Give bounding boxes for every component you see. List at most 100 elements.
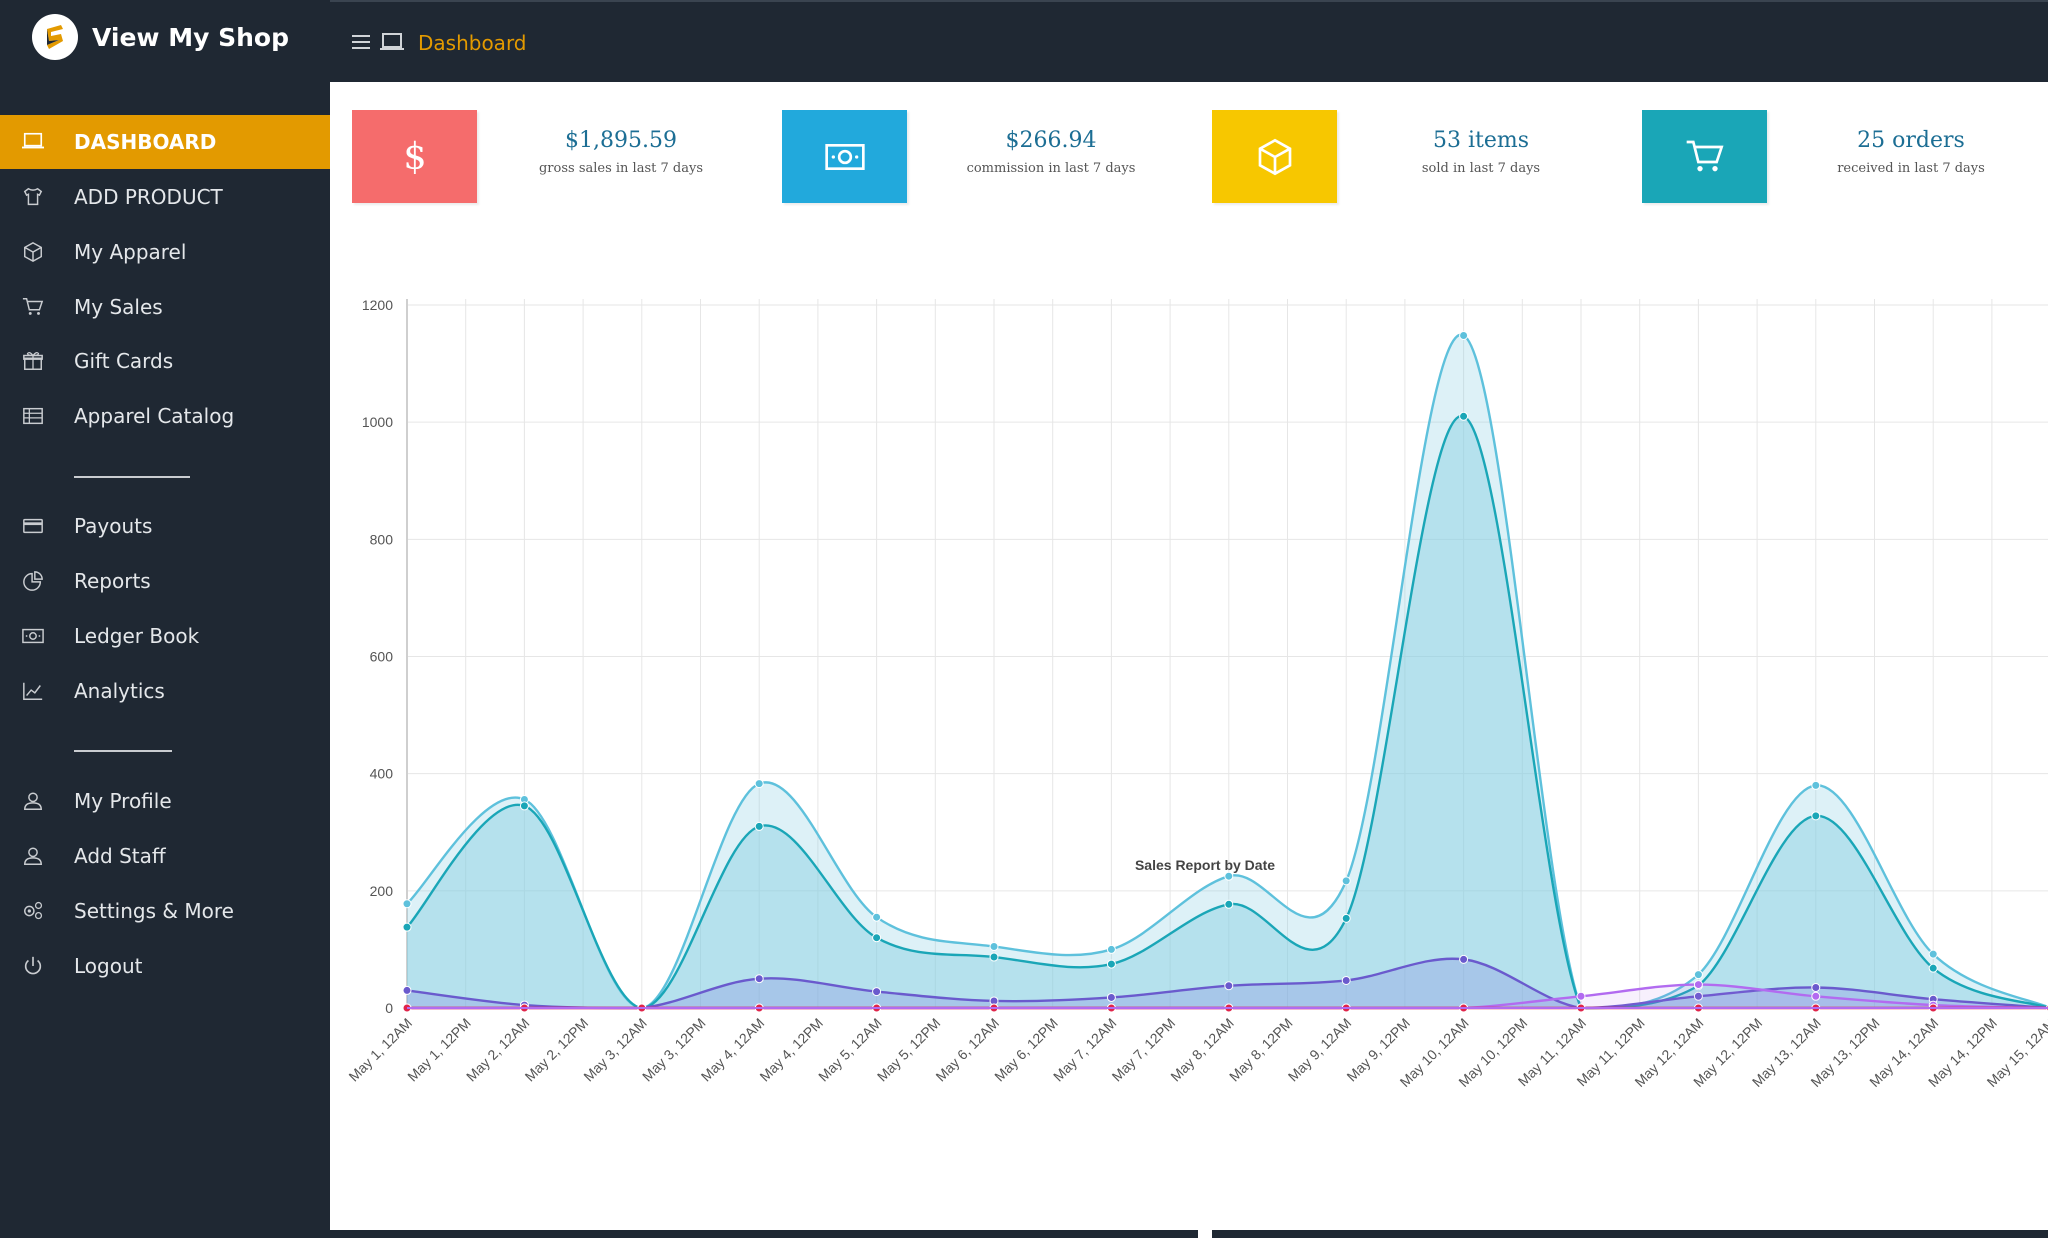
hamburger-menu-icon[interactable] xyxy=(352,34,370,50)
stat-value: 25 orders xyxy=(1857,128,1965,153)
data-point xyxy=(754,821,764,831)
data-point xyxy=(1341,913,1351,923)
user-icon xyxy=(22,790,46,812)
data-point xyxy=(989,941,999,951)
sidebar-item-my-apparel[interactable]: My Apparel xyxy=(0,225,330,279)
money-icon xyxy=(22,625,46,647)
sidebar-item-ledger-book[interactable]: Ledger Book xyxy=(0,609,330,663)
credit-card-icon xyxy=(22,515,46,537)
box-icon xyxy=(22,241,46,263)
stat-label: commission in last 7 days xyxy=(966,161,1136,176)
sidebar-item-label: Ledger Book xyxy=(74,624,200,648)
sidebar-item-label: ADD PRODUCT xyxy=(74,185,223,209)
data-point xyxy=(989,952,999,962)
laptop-icon xyxy=(380,33,404,50)
data-point xyxy=(402,922,412,932)
sidebar-item-my-sales[interactable]: My Sales xyxy=(0,280,330,334)
data-point xyxy=(872,912,882,922)
data-point xyxy=(1459,411,1469,421)
panel-top-edge xyxy=(1212,1230,2048,1238)
logo-icon xyxy=(32,14,78,60)
sidebar-item-reports[interactable]: Reports xyxy=(0,554,330,608)
sidebar-item-label: My Apparel xyxy=(74,240,187,264)
app-title: View My Shop xyxy=(92,22,289,52)
pie-chart-icon xyxy=(22,570,46,592)
series-area xyxy=(407,335,2048,1008)
data-point xyxy=(754,779,764,789)
sidebar-item-dashboard[interactable]: DASHBOARD xyxy=(0,115,330,169)
cart-icon xyxy=(22,296,46,318)
data-point xyxy=(1811,811,1821,821)
sidebar-item-label: Gift Cards xyxy=(74,349,174,373)
sidebar-item-add-product[interactable]: ADD PRODUCT xyxy=(0,170,330,224)
sidebar-item-label: DASHBOARD xyxy=(74,130,217,154)
data-point xyxy=(1928,949,1938,959)
sidebar-item-label: Reports xyxy=(74,569,151,593)
sidebar-item-my-profile[interactable]: My Profile xyxy=(0,774,330,828)
sidebar-item-label: Payouts xyxy=(74,514,153,538)
data-point xyxy=(1224,871,1234,881)
stat-label: gross sales in last 7 days xyxy=(538,161,703,176)
data-point xyxy=(872,933,882,943)
sidebar-item-label: Analytics xyxy=(74,679,165,703)
data-point xyxy=(402,899,412,909)
y-tick-label: 1200 xyxy=(362,297,393,313)
stat-value: 53 items xyxy=(1432,128,1530,153)
y-tick-label: 200 xyxy=(370,883,394,899)
logo[interactable]: View My Shop xyxy=(32,14,289,60)
y-tick-label: 600 xyxy=(370,649,394,665)
dollar-icon: $ xyxy=(352,110,477,203)
sidebar-item-label: My Profile xyxy=(74,789,172,813)
panel-top-edge xyxy=(330,1230,1198,1238)
data-point xyxy=(519,801,529,811)
series-line xyxy=(406,334,2048,1010)
sidebar-item-label: Add Staff xyxy=(74,844,166,868)
y-tick-label: 800 xyxy=(370,531,394,547)
stat-label: sold in last 7 days xyxy=(1421,161,1541,176)
data-point xyxy=(754,974,764,984)
data-point xyxy=(1811,991,1821,1001)
y-tick-label: 1000 xyxy=(362,414,393,430)
data-point xyxy=(1106,944,1116,954)
sidebar-item-payouts[interactable]: Payouts xyxy=(0,499,330,553)
data-point xyxy=(1224,981,1234,991)
data-point xyxy=(1459,330,1469,340)
sidebar-item-add-staff[interactable]: Add Staff xyxy=(0,829,330,883)
data-point xyxy=(1224,899,1234,909)
sidebar-item-label: Apparel Catalog xyxy=(74,404,235,428)
table-icon xyxy=(22,405,46,427)
x-axis-title: Sales Report by Date xyxy=(1135,857,1275,873)
line-chart-icon xyxy=(22,680,46,702)
data-point xyxy=(1928,963,1938,973)
laptop-icon xyxy=(22,131,46,153)
cart-icon xyxy=(1642,110,1767,203)
breadcrumb[interactable]: Dashboard xyxy=(418,31,527,55)
gears-icon xyxy=(22,900,46,922)
data-point xyxy=(1459,954,1469,964)
data-point xyxy=(1693,991,1703,1001)
data-point xyxy=(1106,992,1116,1002)
gift-icon xyxy=(22,350,46,372)
sidebar-item-settings-more[interactable]: Settings & More xyxy=(0,884,330,938)
stat-label: received in last 7 days xyxy=(1837,161,1985,176)
sidebar-item-gift-cards[interactable]: Gift Cards xyxy=(0,334,330,388)
sidebar-item-logout[interactable]: Logout xyxy=(0,939,330,993)
y-tick-label: 400 xyxy=(370,766,394,782)
user-icon xyxy=(22,845,46,867)
data-point xyxy=(1811,780,1821,790)
nav-divider xyxy=(74,750,172,752)
y-tick-label: 0 xyxy=(385,1000,393,1016)
data-point xyxy=(402,985,412,995)
data-point xyxy=(872,987,882,997)
data-point xyxy=(1341,975,1351,985)
sidebar-item-apparel-catalog[interactable]: Apparel Catalog xyxy=(0,389,330,443)
series-area xyxy=(407,958,2048,1008)
data-point xyxy=(1693,980,1703,990)
data-point xyxy=(1341,876,1351,886)
sidebar: View My Shop DASHBOARD ADD PRODUCT My Appa… xyxy=(0,0,330,1238)
svg-text:$: $ xyxy=(403,137,426,177)
topbar: Dashboard xyxy=(330,0,2048,82)
shirt-icon xyxy=(22,186,46,208)
sidebar-item-analytics[interactable]: Analytics xyxy=(0,664,330,718)
